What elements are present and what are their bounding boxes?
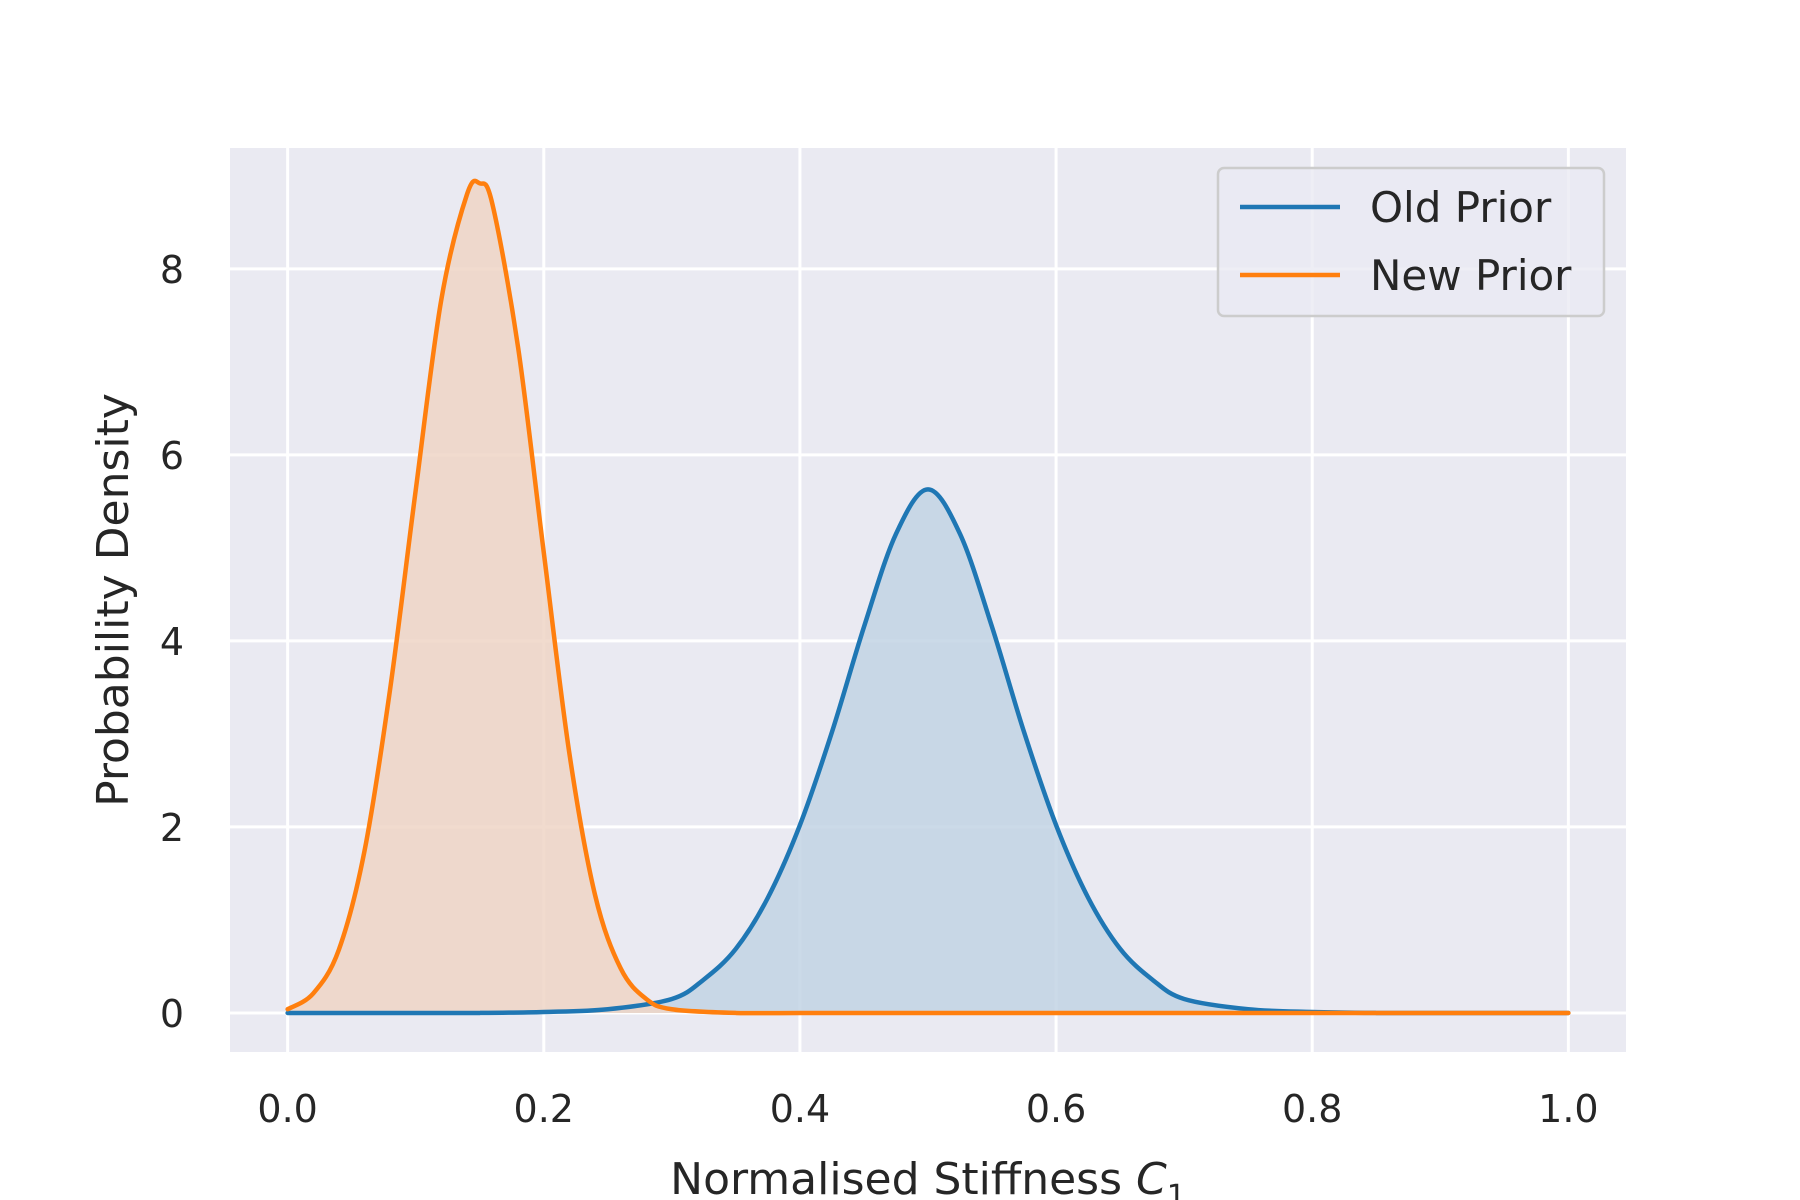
x-axis-symbol: C	[1136, 1154, 1167, 1200]
x-tick-label: 0.0	[257, 1087, 317, 1131]
legend-label-new-prior: New Prior	[1370, 251, 1572, 300]
x-tick-label: 0.2	[514, 1087, 574, 1131]
y-tick-label: 4	[160, 620, 184, 664]
density-fills	[287, 180, 1569, 1014]
x-axis-label: Normalised Stiffness C1	[670, 1154, 1186, 1200]
legend-label-old-prior: Old Prior	[1370, 183, 1552, 232]
x-tick-label: 0.4	[770, 1087, 830, 1131]
x-tick-labels: 0.0 0.2 0.4 0.6 0.8 1.0	[257, 1087, 1598, 1131]
y-tick-label: 6	[160, 434, 184, 478]
new-prior-fill	[287, 180, 1569, 1014]
y-axis-label: Probability Density	[88, 393, 139, 807]
x-tick-label: 1.0	[1538, 1087, 1598, 1131]
old-prior-line	[285, 487, 1571, 1016]
y-tick-label: 2	[160, 806, 184, 850]
y-tick-label: 8	[160, 248, 184, 292]
x-axis-subscript: 1	[1167, 1179, 1186, 1200]
x-tick-label: 0.8	[1282, 1087, 1342, 1131]
legend: Old Prior New Prior	[1216, 166, 1606, 318]
y-tick-labels: 0 2 4 6 8	[160, 248, 184, 1036]
density-lines	[285, 178, 1571, 1016]
y-tick-label: 0	[160, 992, 184, 1036]
x-tick-label: 0.6	[1026, 1087, 1086, 1131]
old-prior-fill	[287, 489, 1569, 1014]
new-prior-line	[285, 178, 1571, 1016]
